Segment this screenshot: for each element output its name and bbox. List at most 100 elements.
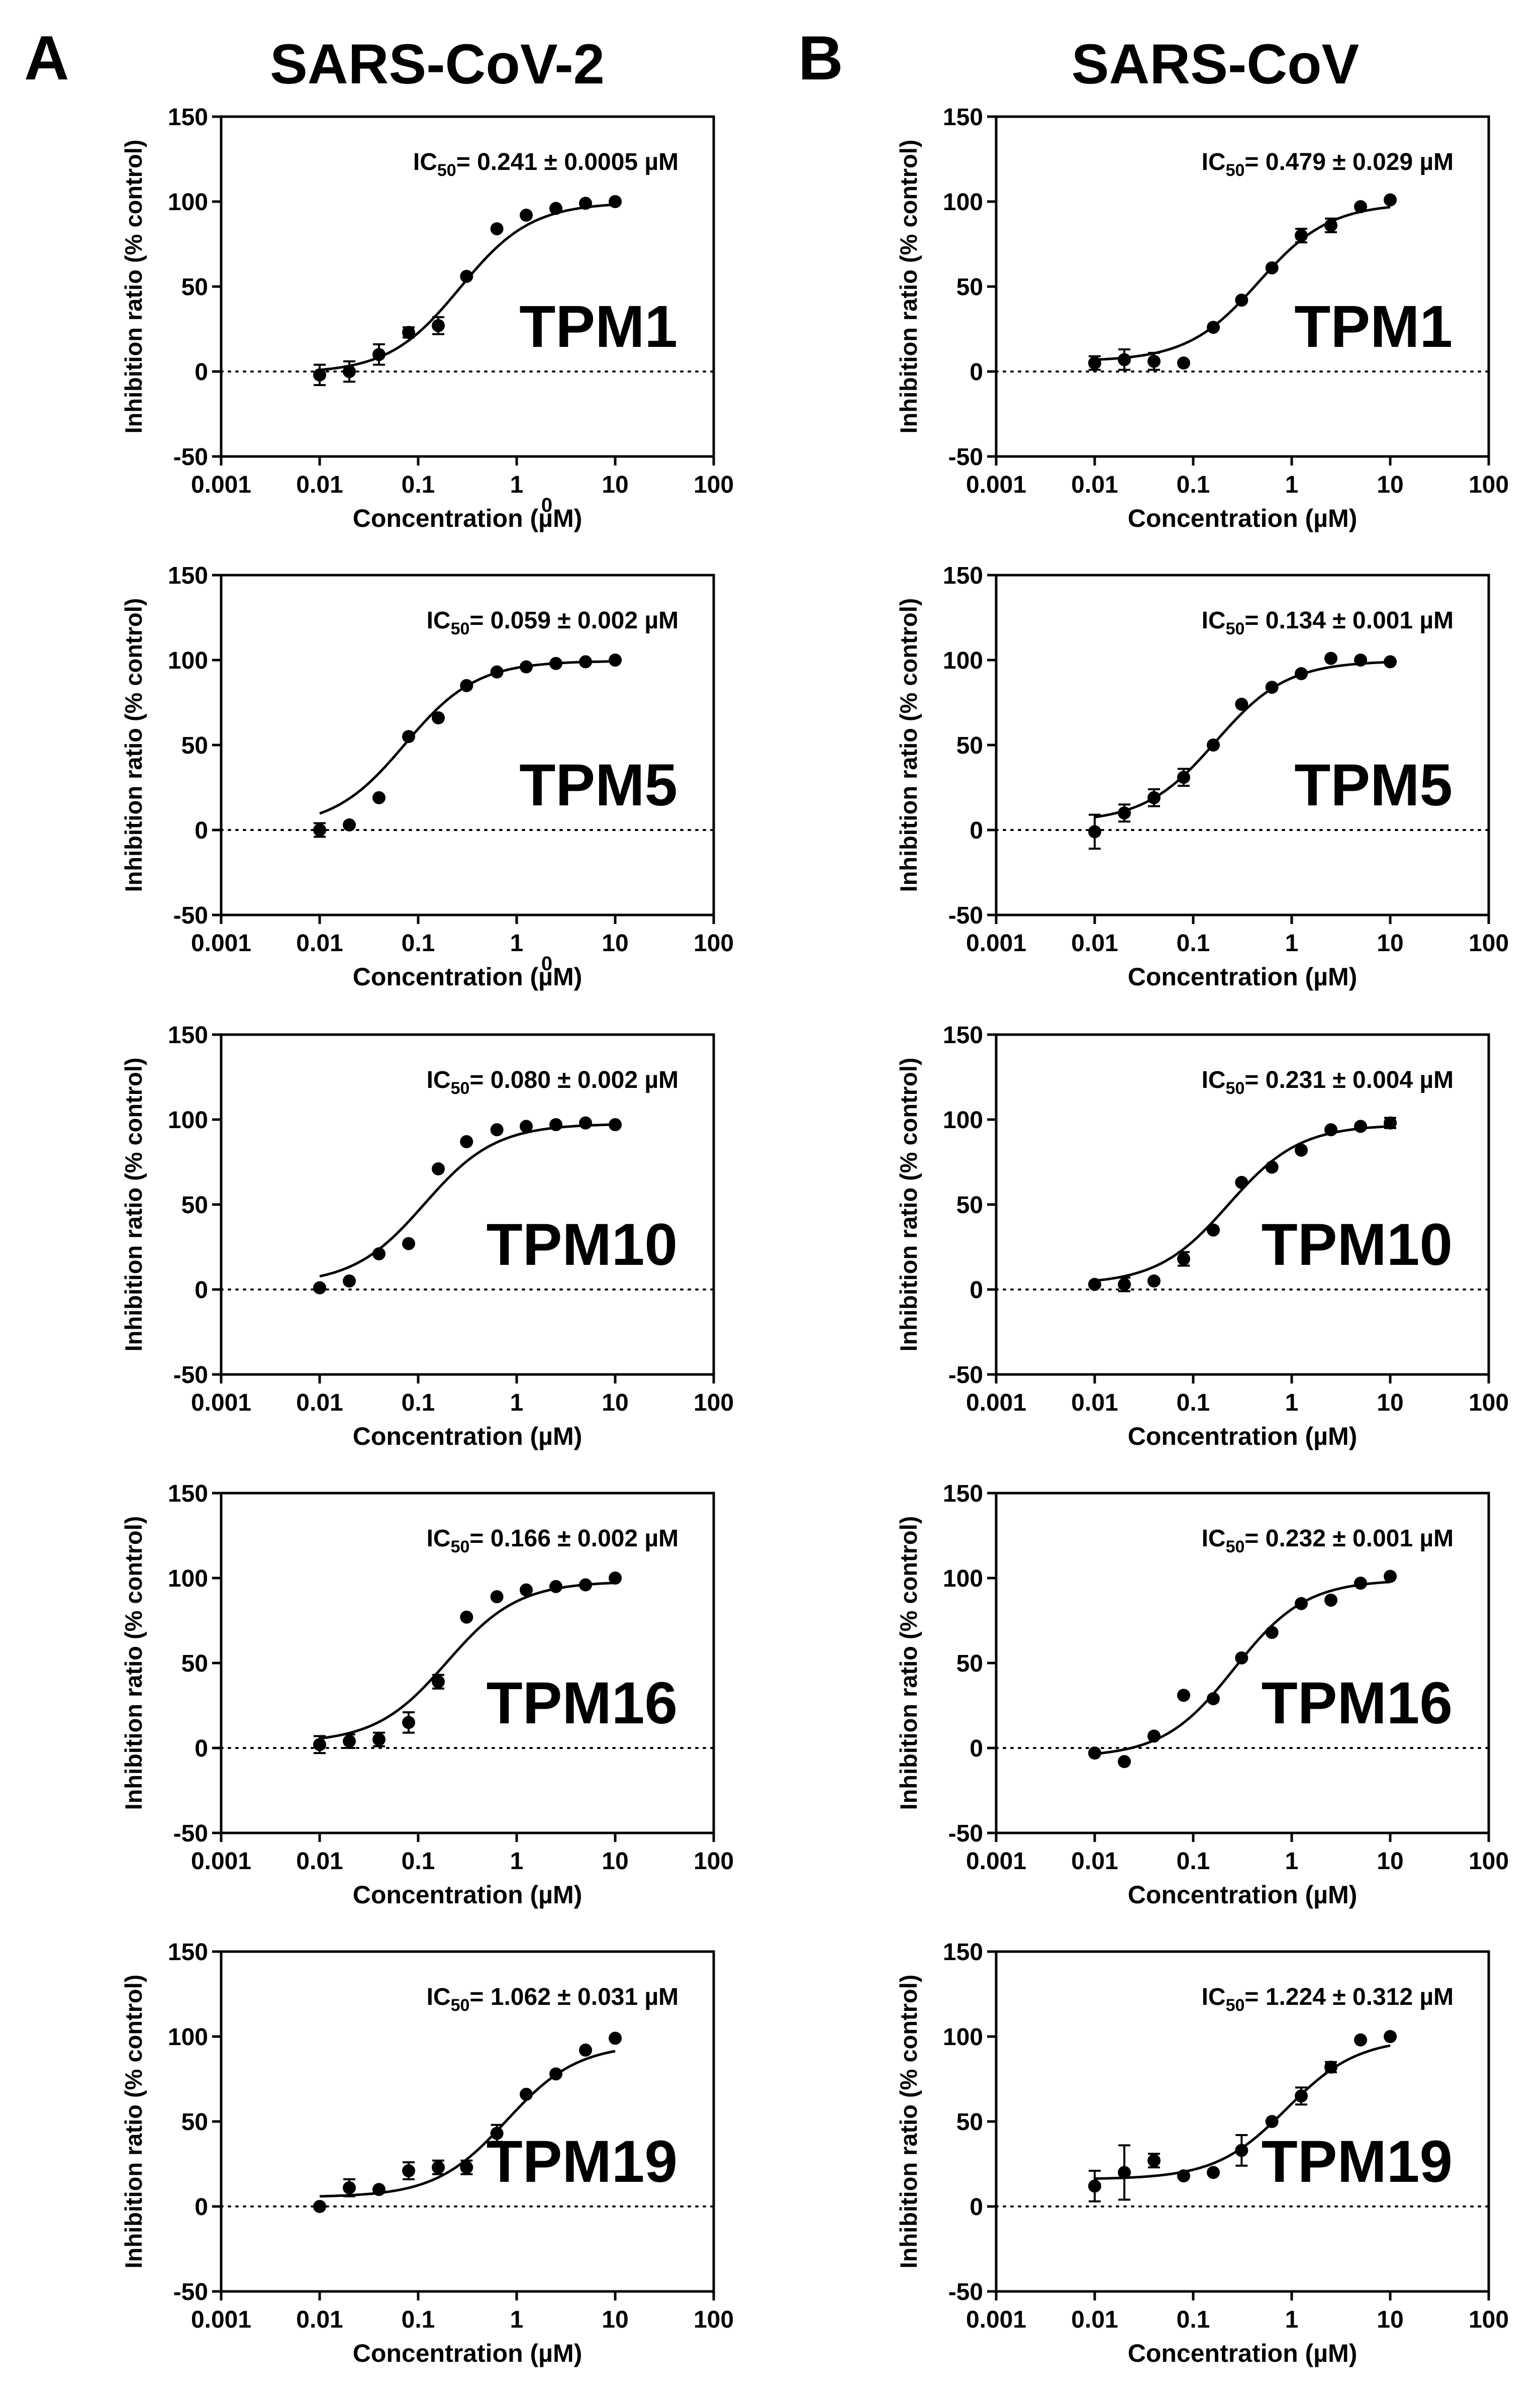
x-axis-label: Concentration (µM) — [1128, 963, 1358, 991]
stray-tick-label: 0 — [541, 494, 552, 516]
data-point — [1088, 1277, 1101, 1291]
x-tick-label: 0.01 — [296, 1390, 343, 1416]
data-point — [1177, 2169, 1191, 2183]
data-point — [1384, 1116, 1397, 1130]
x-tick-label: 10 — [602, 1848, 628, 1875]
y-tick-label: 0 — [970, 359, 983, 386]
data-point — [519, 660, 533, 674]
ic50-label: IC50= 1.062 ± 0.031 µM — [427, 1984, 679, 2015]
ic50-value: = 1.062 ± 0.031 µM — [469, 1984, 679, 2010]
x-tick-label: 1 — [1285, 1848, 1299, 1875]
data-point — [460, 269, 473, 283]
x-axis-label: Concentration (µM) — [353, 1881, 583, 1909]
ic50-value: = 0.059 ± 0.002 µM — [469, 607, 679, 634]
ic50-label: IC50= 0.231 ± 0.004 µM — [1202, 1067, 1454, 1098]
x-tick-label: 0.01 — [296, 472, 343, 498]
ic50-subscript: 50 — [451, 619, 470, 638]
y-axis-label: Inhibition ratio (% control) — [895, 1975, 922, 2269]
y-tick-label: 0 — [195, 1277, 208, 1304]
x-tick-label: 100 — [694, 930, 734, 957]
ic50-value: = 0.479 ± 0.029 µM — [1244, 149, 1454, 175]
data-point — [579, 1116, 592, 1130]
ic50-subscript: 50 — [1226, 1996, 1245, 2015]
x-tick-label: 0.001 — [966, 2306, 1026, 2333]
ic50-subscript: 50 — [1226, 161, 1245, 180]
x-tick-label: 0.1 — [402, 472, 435, 498]
ic50-label: IC50= 0.241 ± 0.0005 µM — [413, 149, 679, 180]
compound-label: TPM1 — [1294, 294, 1453, 360]
x-tick-label: 0.1 — [402, 1390, 435, 1416]
x-tick-label: 0.1 — [1177, 2306, 1210, 2333]
ic50-subscript: 50 — [451, 1537, 470, 1556]
x-tick-label: 1 — [510, 1390, 524, 1416]
data-point — [460, 2161, 473, 2174]
y-tick-label: 100 — [943, 1565, 983, 1592]
fit-curve — [319, 1123, 616, 1278]
x-tick-label: 10 — [1377, 1848, 1403, 1875]
y-tick-label: -50 — [173, 902, 208, 929]
x-tick-label: 100 — [694, 472, 734, 498]
y-axis-label: Inhibition ratio (% control) — [120, 140, 147, 434]
data-point — [1354, 2033, 1367, 2047]
data-point — [579, 1578, 592, 1592]
x-tick-label: 100 — [1469, 2306, 1509, 2333]
compound-label: TPM5 — [519, 752, 678, 818]
data-point — [1294, 1143, 1308, 1157]
data-point — [549, 1118, 562, 1132]
data-point — [432, 711, 445, 724]
y-tick-label: -50 — [948, 444, 983, 471]
x-tick-label: 10 — [1377, 1390, 1403, 1416]
data-point — [1235, 294, 1248, 307]
x-tick-label: 100 — [1469, 472, 1509, 498]
x-tick-label: 0.01 — [1071, 2306, 1118, 2333]
data-point — [1088, 356, 1101, 370]
data-point — [402, 1716, 416, 1729]
data-point — [1118, 1277, 1131, 1291]
y-tick-label: 150 — [943, 1481, 983, 1507]
x-tick-label: 0.01 — [296, 2306, 343, 2333]
data-point — [1294, 229, 1308, 242]
data-point — [549, 2067, 562, 2081]
y-tick-label: -50 — [948, 902, 983, 929]
data-point — [1294, 667, 1308, 681]
ic50-label: IC50= 0.134 ± 0.001 µM — [1202, 607, 1454, 638]
ic50-label: IC50= 1.224 ± 0.312 µM — [1202, 1984, 1454, 2015]
y-axis-label: Inhibition ratio (% control) — [120, 1516, 147, 1810]
data-point — [1207, 2166, 1220, 2179]
data-point — [609, 1572, 622, 1585]
y-tick-label: 50 — [181, 274, 208, 301]
data-point — [432, 2161, 445, 2174]
chart-a-tpm5: 150 100 50 0 -500.001 0.01 0.1 1 10 100 Concentrat… — [120, 563, 734, 991]
y-tick-label: 100 — [943, 648, 983, 674]
data-point — [460, 1135, 473, 1148]
x-tick-label: 1 — [510, 1848, 524, 1875]
data-point — [1177, 1689, 1191, 1702]
data-point — [1177, 1252, 1191, 1266]
data-point — [1354, 1120, 1367, 1133]
x-tick-label: 10 — [602, 472, 628, 498]
data-point — [1235, 1176, 1248, 1189]
data-point — [1265, 681, 1279, 694]
data-point — [432, 319, 445, 332]
data-point — [1265, 261, 1279, 274]
y-tick-label: 50 — [956, 1650, 983, 1677]
x-tick-label: 10 — [602, 2306, 628, 2333]
x-tick-label: 0.01 — [1071, 472, 1118, 498]
y-tick-label: 100 — [168, 1565, 208, 1592]
x-axis-label: Concentration (µM) — [353, 504, 583, 532]
y-tick-label: 100 — [168, 2024, 208, 2051]
data-point — [372, 1247, 386, 1261]
data-point — [490, 222, 504, 236]
data-point — [372, 348, 386, 361]
ic50-prefix: IC — [1202, 1067, 1226, 1093]
x-tick-label: 0.01 — [296, 930, 343, 957]
ic50-subscript: 50 — [1226, 1537, 1245, 1556]
x-axis-label: Concentration (µM) — [1128, 1422, 1358, 1450]
x-tick-label: 0.1 — [402, 930, 435, 957]
x-tick-label: 10 — [1377, 472, 1403, 498]
data-point — [372, 1733, 386, 1746]
x-tick-label: 0.001 — [191, 472, 251, 498]
y-tick-label: 0 — [195, 2194, 208, 2221]
y-tick-label: 150 — [168, 1939, 208, 1966]
panel-b-letter: B — [798, 24, 843, 93]
